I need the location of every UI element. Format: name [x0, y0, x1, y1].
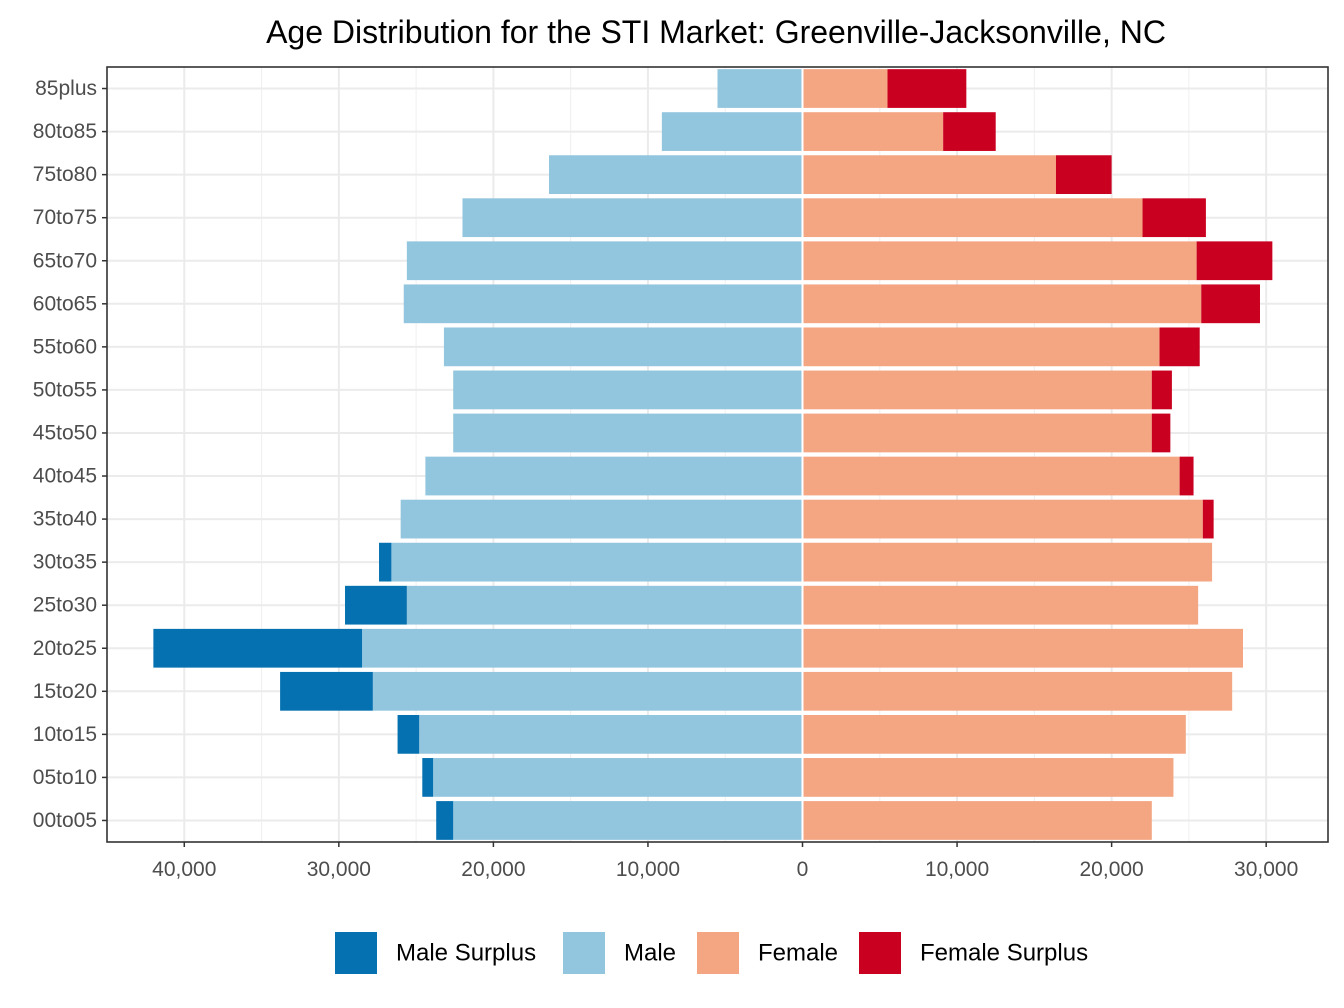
x-tick-label: 20,000: [1080, 858, 1144, 881]
y-tick-label: 60to65: [33, 292, 97, 315]
y-tick-label: 70to75: [33, 206, 97, 229]
legend-key-female-surplus: [859, 932, 901, 974]
bar-female: [802, 112, 944, 151]
bar-male: [453, 370, 803, 410]
y-tick-label: 75to80: [33, 163, 97, 186]
legend-label-male-surplus: Male Surplus: [396, 940, 536, 967]
bar-female: [802, 628, 1243, 668]
bar-female: [802, 499, 1203, 539]
bar-male: [406, 585, 803, 625]
panel-border: [106, 66, 1329, 843]
x-tick-label: 30,000: [307, 858, 371, 881]
x-axis: 40,000 30,000 20,000 10,000 0 10,000 20,000 30,…: [152, 842, 1298, 881]
y-tick-label: 40to45: [33, 465, 97, 488]
bar-male: [453, 801, 803, 840]
bar-female-surplus: [943, 112, 996, 151]
bar-male-surplus: [280, 671, 373, 711]
legend: Male Surplus Male Female Female Surplus: [335, 932, 1088, 974]
bar-female: [802, 69, 888, 108]
bar-female-surplus: [1201, 284, 1260, 324]
x-tick-label: 20,000: [461, 858, 525, 881]
bar-male-surplus: [397, 714, 420, 754]
bar-male: [443, 327, 803, 367]
y-tick-label: 80to85: [33, 120, 97, 143]
legend-label-female-surplus: Female Surplus: [920, 940, 1088, 967]
bar-male-surplus: [436, 801, 454, 840]
bar-female: [802, 284, 1202, 324]
y-tick-label: 25to30: [33, 594, 97, 617]
bar-female: [802, 801, 1152, 840]
y-tick-label: 65to70: [33, 249, 97, 272]
bar-male: [549, 155, 803, 195]
bar-male: [372, 671, 803, 711]
bar-female: [802, 198, 1143, 238]
bar-female-surplus: [1142, 198, 1206, 238]
bar-female: [802, 671, 1233, 711]
bar-female: [802, 714, 1186, 754]
bar-female: [802, 758, 1174, 797]
chart-title: Age Distribution for the STI Market: Gre…: [266, 14, 1166, 50]
x-tick-label: 10,000: [616, 858, 680, 881]
y-tick-label: 45to50: [33, 421, 97, 444]
bar-male: [462, 198, 803, 238]
bar-male: [425, 456, 803, 496]
plot-panel: [106, 66, 1329, 843]
bar-male: [433, 758, 803, 797]
bar-male-surplus: [422, 758, 434, 797]
bar-female: [802, 456, 1180, 496]
bar-female-surplus: [1159, 327, 1200, 367]
legend-key-female: [697, 932, 739, 974]
y-tick-label: 85plus: [35, 77, 97, 100]
y-tick-label: 00to05: [33, 809, 97, 832]
bar-female-surplus: [1179, 456, 1194, 496]
bar-male: [453, 413, 803, 453]
bar-female: [802, 370, 1152, 410]
bar-male: [403, 284, 803, 324]
legend-key-male: [563, 932, 605, 974]
bar-female-surplus: [1055, 155, 1112, 195]
bar-female: [802, 413, 1152, 453]
y-tick-label: 30to35: [33, 551, 97, 574]
bar-male: [400, 499, 803, 539]
y-axis: 00to05 05to10 10to15 15to20 20to25 25to30 30to…: [33, 77, 107, 832]
bar-female: [802, 585, 1199, 625]
bar-male-surplus: [345, 585, 407, 625]
y-tick-label: 15to20: [33, 680, 97, 703]
bar-male-surplus: [153, 628, 363, 668]
bar-male: [391, 542, 803, 582]
x-tick-label: 30,000: [1234, 858, 1298, 881]
bar-male: [661, 112, 803, 151]
legend-label-male: Male: [624, 940, 676, 967]
bar-male: [362, 628, 803, 668]
bar-female-surplus: [1151, 413, 1171, 453]
bar-female-surplus: [1202, 499, 1214, 539]
bar-female-surplus: [1196, 241, 1273, 281]
legend-label-female: Female: [758, 940, 838, 967]
bar-female-surplus: [887, 69, 967, 108]
y-tick-label: 20to25: [33, 637, 97, 660]
y-tick-label: 50to55: [33, 378, 97, 401]
bar-male-surplus: [379, 542, 392, 582]
bar-male: [419, 714, 803, 754]
bar-female: [802, 542, 1213, 582]
bar-female: [802, 155, 1056, 195]
bar-female-surplus: [1151, 370, 1172, 410]
y-tick-label: 55to60: [33, 335, 97, 358]
x-tick-label: 40,000: [152, 858, 216, 881]
y-tick-label: 10to15: [33, 723, 97, 746]
legend-key-male-surplus: [335, 932, 377, 974]
bar-female: [802, 241, 1197, 281]
y-tick-label: 05to10: [33, 766, 97, 789]
panel-background: [107, 67, 1328, 842]
bar-male: [717, 69, 803, 108]
x-tick-label: 0: [797, 858, 809, 881]
bars: [153, 67, 1273, 842]
bar-male: [406, 241, 803, 281]
x-tick-label: 10,000: [925, 858, 989, 881]
bar-female: [802, 327, 1160, 367]
y-tick-label: 35to40: [33, 508, 97, 531]
